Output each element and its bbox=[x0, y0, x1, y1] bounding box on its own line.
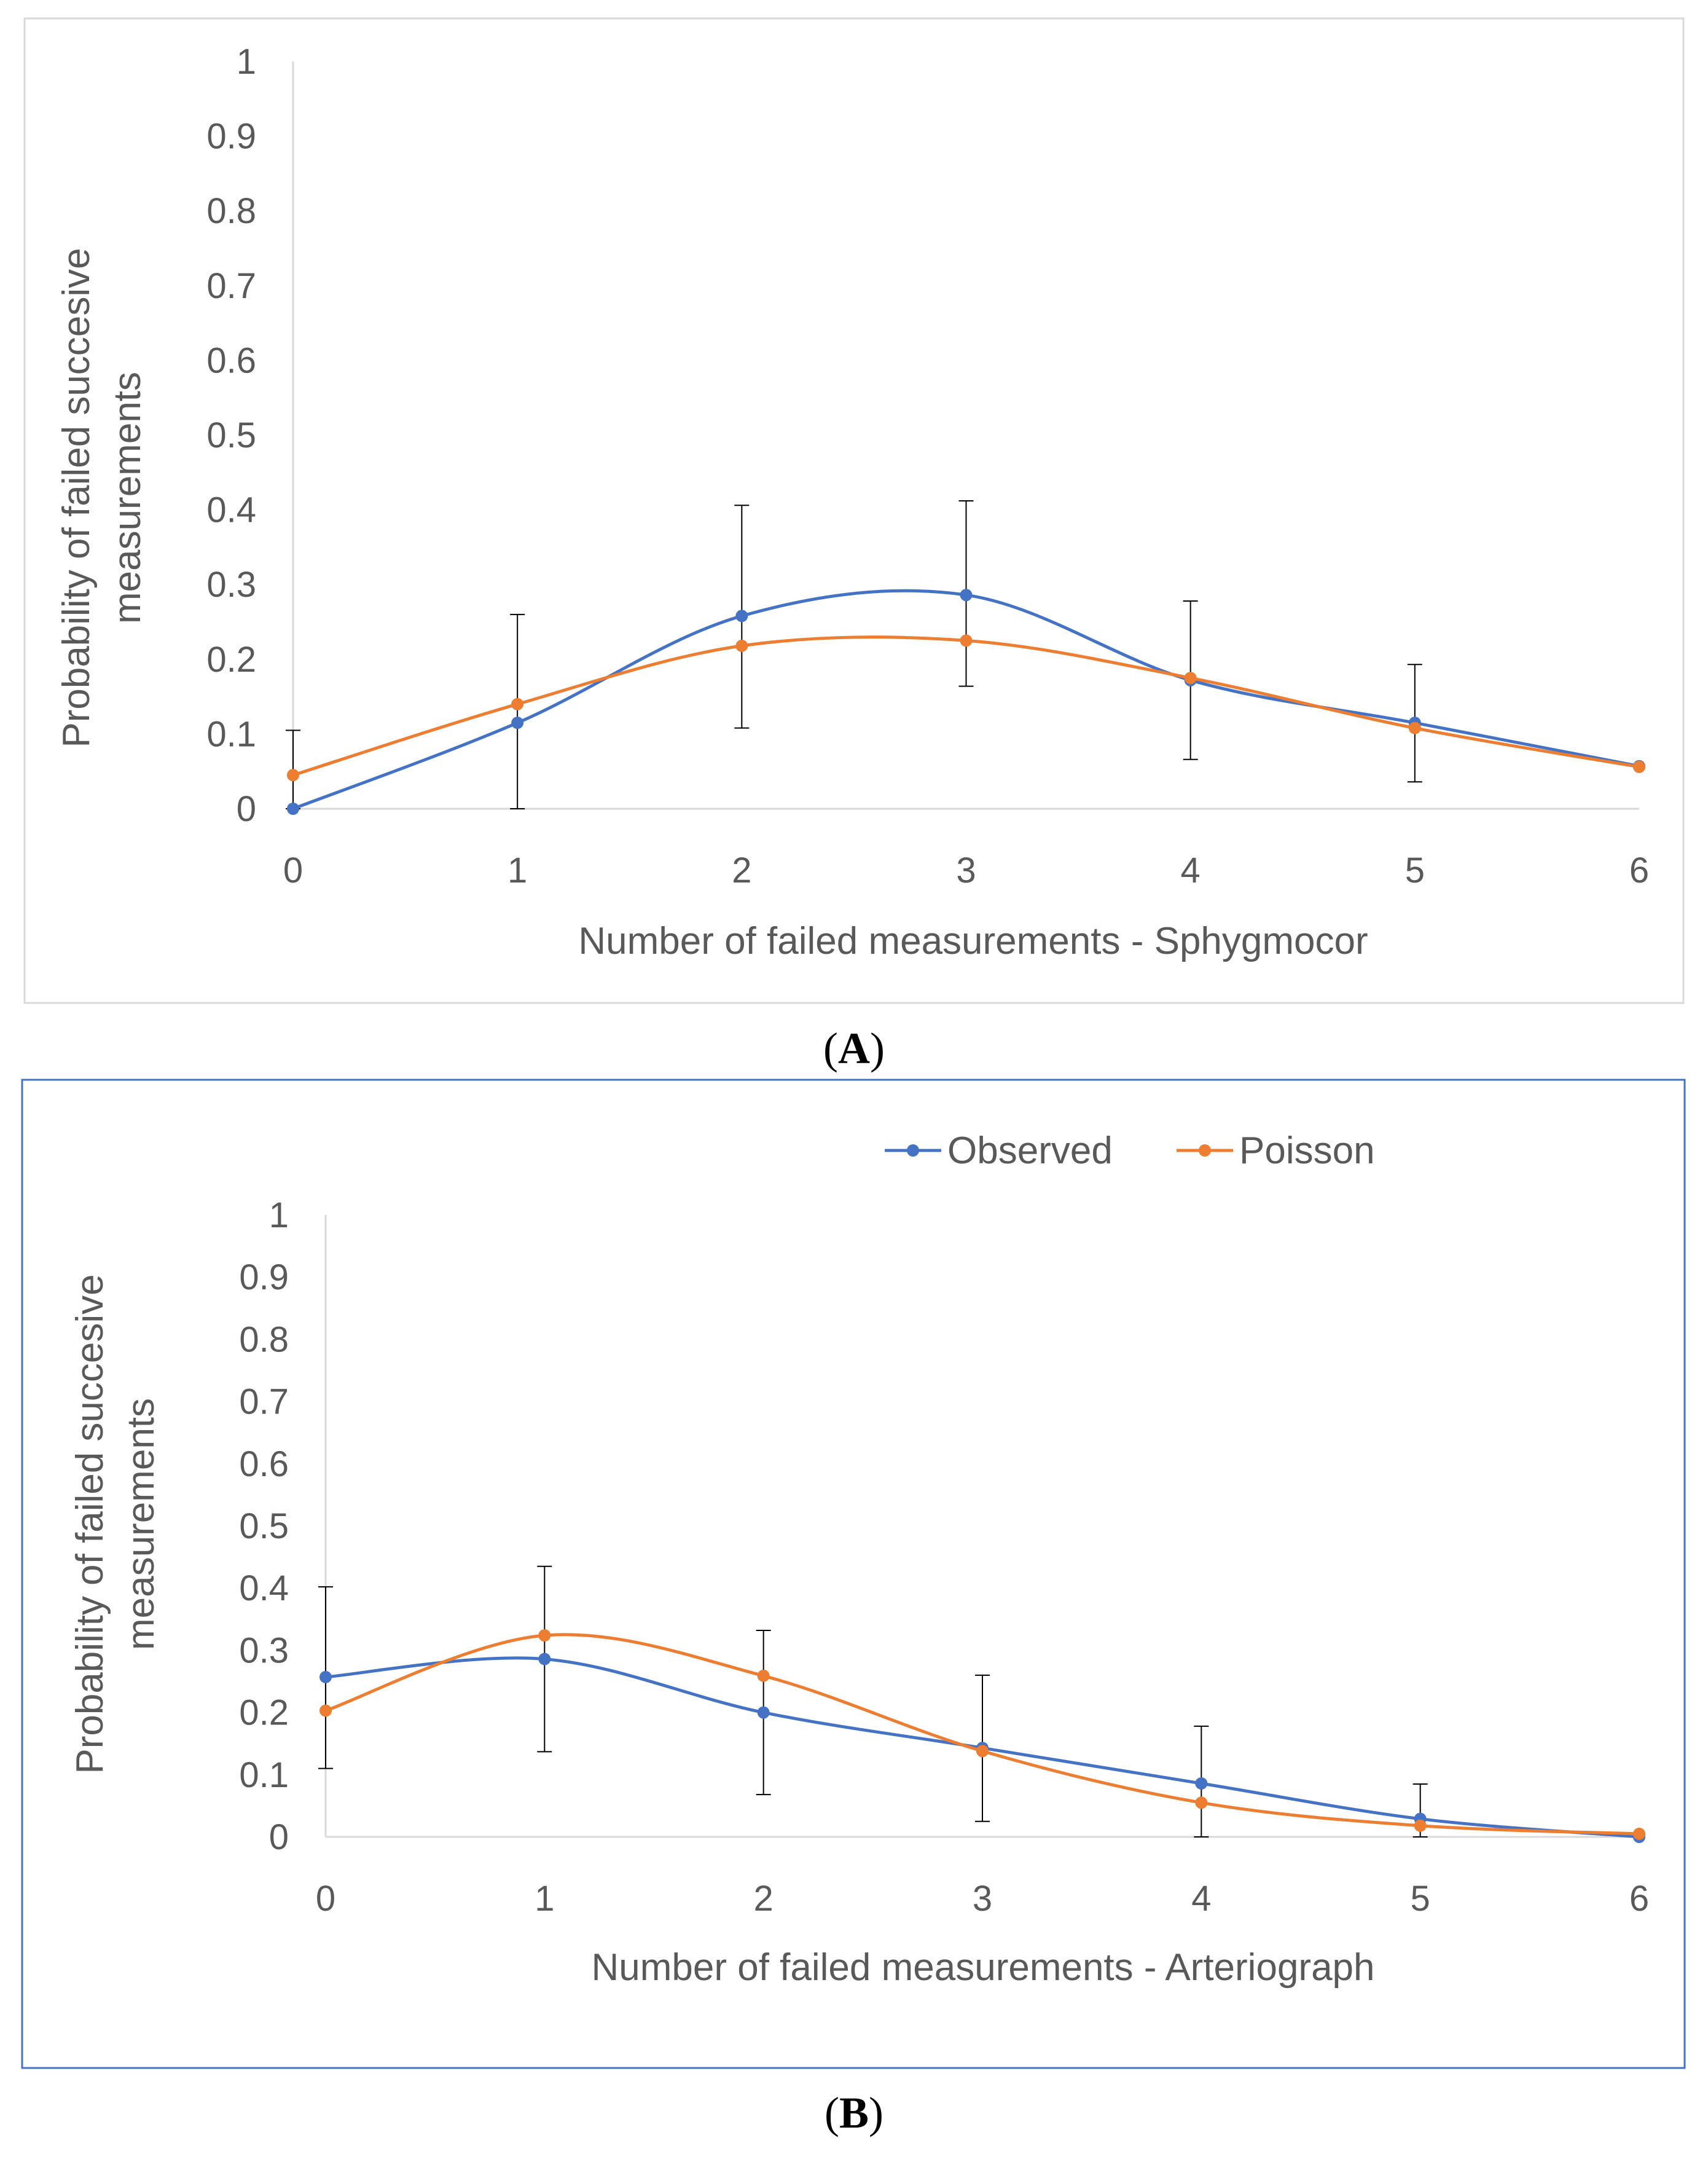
panel-a-observed-point bbox=[735, 610, 748, 623]
panel-b-frame bbox=[21, 1079, 1686, 2069]
panel-a-y-tick-label: 0.8 bbox=[206, 191, 256, 231]
panel-b-y-axis-title-line1: Probability of failed succesive bbox=[69, 1274, 111, 1774]
panel-b-poisson-point bbox=[1633, 1827, 1645, 1840]
panel-b: Observed Poisson 00.10.20.30.40.50.60.70… bbox=[21, 1079, 1686, 2137]
panel-a-y-tick-label: 0.6 bbox=[206, 340, 256, 380]
panel-b-y-tick-label: 0.4 bbox=[239, 1568, 289, 1608]
panel-b-y-axis-title-line2: measurements bbox=[120, 1398, 162, 1650]
panel-b-poisson-point bbox=[319, 1704, 332, 1717]
panel-b-x-tick-label: 3 bbox=[973, 1879, 992, 1919]
panel-b-x-tick-label: 6 bbox=[1629, 1879, 1649, 1919]
panel-a-x-tick-label: 1 bbox=[507, 851, 527, 890]
panel-b-y-tick-label: 0.3 bbox=[239, 1630, 289, 1670]
panel-a-x-tick-label: 4 bbox=[1181, 851, 1201, 890]
panel-a-y-tick-label: 0.1 bbox=[206, 714, 256, 754]
panel-b-y-tick-label: 0.2 bbox=[239, 1693, 289, 1733]
panel-b-observed-point bbox=[757, 1706, 770, 1719]
panel-a-x-tick-label: 6 bbox=[1629, 851, 1649, 890]
panel-a-poisson-point bbox=[960, 634, 973, 647]
panel-a-observed-point bbox=[287, 803, 299, 815]
panel-b-y-tick-label: 0.1 bbox=[239, 1755, 289, 1795]
legend-observed-label: Observed bbox=[947, 1130, 1113, 1172]
panel-a-plot-area: 0 0.1 0.2 0.3 0.4 0.5 0.6 0.7 0.8 0.9 1 0 1 2 3 4 5 6 bbox=[206, 42, 1649, 890]
panel-b-y-tick-label: 0.5 bbox=[239, 1506, 289, 1546]
panel-a-poisson-point bbox=[1633, 760, 1645, 773]
panel-a-y-tick-label: 0 bbox=[237, 789, 256, 829]
panel-b-y-tick-label: 0.6 bbox=[239, 1444, 289, 1484]
panel-a-poisson-point bbox=[511, 698, 524, 710]
panel-a-frame bbox=[23, 17, 1685, 1004]
panel-a-y-tick-label: 0.4 bbox=[206, 490, 256, 530]
panel-a-x-axis-title: Number of failed measurements - Sphygmoc… bbox=[578, 920, 1368, 962]
panel-b-x-tick-label: 0 bbox=[316, 1879, 335, 1919]
panel-b-legend: Observed Poisson bbox=[885, 1130, 1375, 1172]
panel-a-y-axis-title-line1: Probability of failed succesive bbox=[55, 248, 98, 747]
panel-b-poisson-point bbox=[1414, 1819, 1427, 1832]
panel-a-x-tick-label: 5 bbox=[1405, 851, 1425, 890]
panel-a-y-tick-label: 1 bbox=[237, 42, 256, 82]
panel-a-x-tick-label: 3 bbox=[956, 851, 976, 890]
legend-observed-marker bbox=[907, 1144, 919, 1157]
panel-b-x-tick-label: 4 bbox=[1191, 1879, 1211, 1919]
panel-b-observed-point bbox=[319, 1670, 332, 1683]
panel-b-observed-point bbox=[1195, 1777, 1208, 1790]
panel-a-x-tick-label: 2 bbox=[732, 851, 751, 890]
panel-a-y-tick-label: 0.7 bbox=[206, 266, 256, 306]
panel-b-poisson-point bbox=[538, 1629, 551, 1642]
panel-b-poisson-point bbox=[976, 1745, 989, 1758]
panel-b-y-tick-label: 1 bbox=[269, 1195, 289, 1235]
panel-a-x-tick-label: 0 bbox=[283, 851, 303, 890]
panel-a-observed-point bbox=[511, 717, 524, 729]
panel-b-x-tick-label: 1 bbox=[535, 1879, 554, 1919]
panel-b-y-tick-label: 0.9 bbox=[239, 1257, 289, 1297]
panel-a-poisson-point bbox=[735, 639, 748, 652]
panel-b-x-tick-label: 5 bbox=[1411, 1879, 1430, 1919]
panel-b-y-tick-label: 0.7 bbox=[239, 1382, 289, 1422]
panel-a-poisson-point bbox=[1408, 721, 1421, 734]
panel-b-x-tick-label: 2 bbox=[754, 1879, 774, 1919]
panel-a-y-tick-label: 0.2 bbox=[206, 640, 256, 680]
panel-b-poisson-point bbox=[1195, 1796, 1208, 1809]
panel-a-y-tick-label: 0.5 bbox=[206, 415, 256, 455]
panel-b-caption: (B) bbox=[825, 2088, 883, 2137]
panel-b-y-tick-label: 0.8 bbox=[239, 1319, 289, 1359]
panel-b-y-tick-label: 0 bbox=[269, 1817, 289, 1857]
panel-a-poisson-point bbox=[287, 769, 299, 782]
panel-b-x-axis-title: Number of failed measurements - Arteriog… bbox=[591, 1946, 1374, 1989]
panel-a-poisson-point bbox=[1184, 672, 1197, 685]
panel-b-plot-area: 0 0.1 0.2 0.3 0.4 0.5 0.6 0.7 0.8 0.9 1 0 1 2 3 4 5 6 bbox=[239, 1195, 1649, 1919]
panel-b-observed-point bbox=[538, 1653, 551, 1665]
panel-a-y-tick-label: 0.9 bbox=[206, 117, 256, 157]
legend-poisson-label: Poisson bbox=[1239, 1130, 1375, 1172]
legend-poisson-marker bbox=[1199, 1144, 1211, 1157]
panel-a-y-tick-label: 0.3 bbox=[206, 565, 256, 605]
panel-a-y-axis-title-line2: measurements bbox=[106, 372, 149, 624]
panel-a-observed-point bbox=[960, 589, 973, 602]
panel-b-poisson-point bbox=[757, 1669, 770, 1682]
panel-a: 0 0.1 0.2 0.3 0.4 0.5 0.6 0.7 0.8 0.9 1 0 1 2 3 4 5 6 Num… bbox=[23, 17, 1685, 1073]
panel-a-caption: (A) bbox=[823, 1024, 885, 1073]
